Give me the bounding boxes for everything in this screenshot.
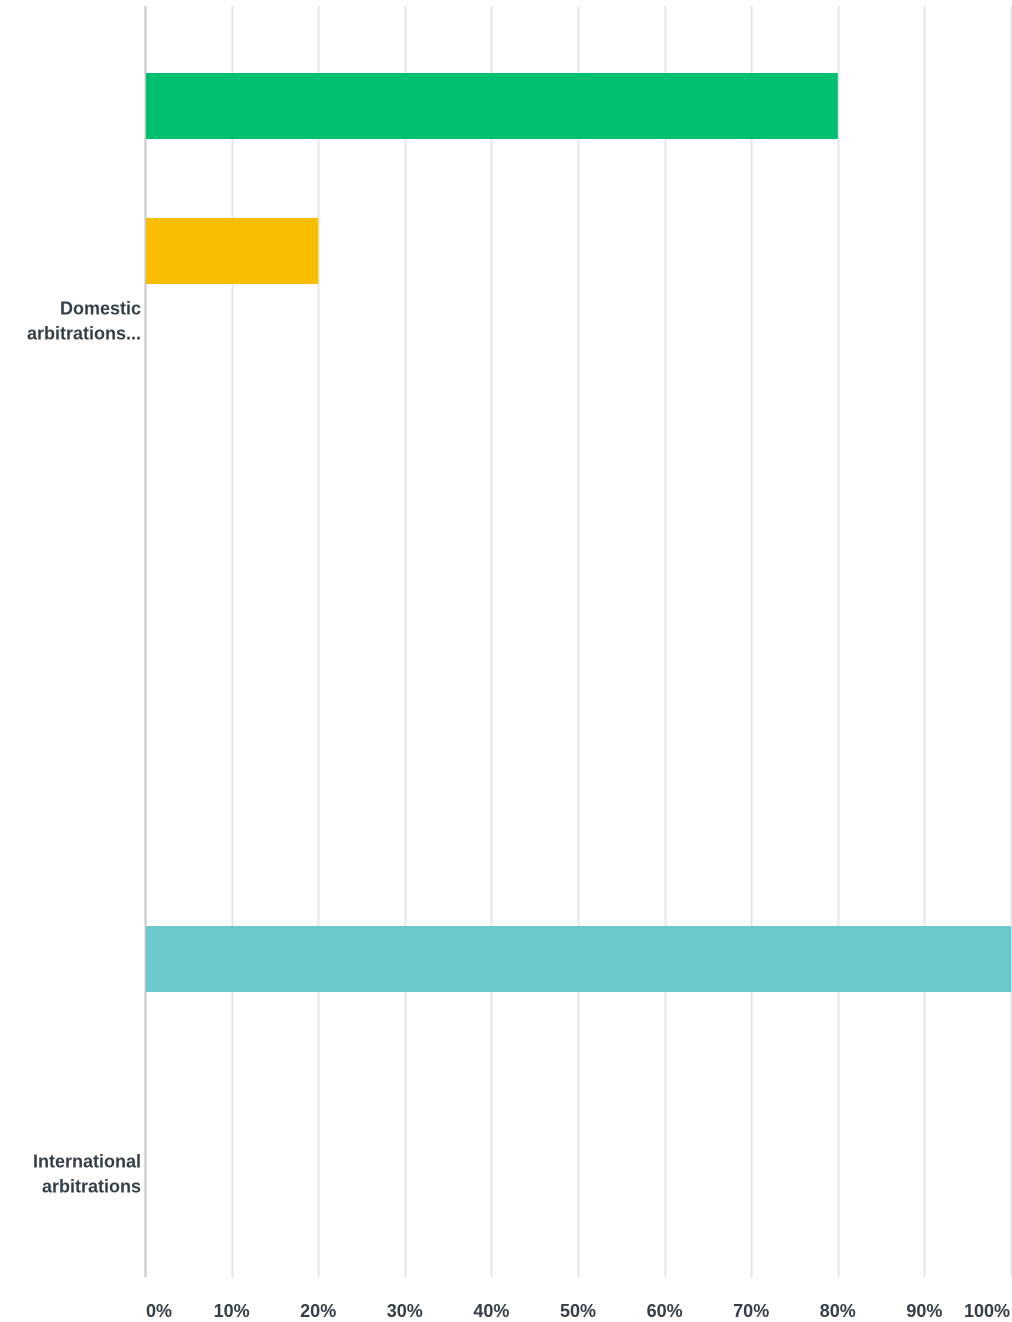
x-tick-label: 30% <box>387 1301 423 1317</box>
x-tick-label: 80% <box>820 1301 856 1317</box>
x-tick-label: 90% <box>906 1301 942 1317</box>
category-label: arbitrations <box>42 1176 141 1196</box>
x-tick-label: 60% <box>647 1301 683 1317</box>
x-tick-label: 20% <box>300 1301 336 1317</box>
bar <box>146 926 1011 992</box>
category-label: Domestic <box>60 298 141 318</box>
category-label: International <box>33 1151 141 1171</box>
x-tick-label: 0% <box>146 1301 172 1317</box>
x-tick-label: 70% <box>733 1301 769 1317</box>
x-tick-label: 100% <box>964 1301 1010 1317</box>
bar <box>146 218 319 284</box>
x-tick-label: 50% <box>560 1301 596 1317</box>
category-label: arbitrations... <box>27 323 141 343</box>
bar <box>146 73 838 139</box>
x-tick-label: 10% <box>214 1301 250 1317</box>
x-tick-label: 40% <box>473 1301 509 1317</box>
